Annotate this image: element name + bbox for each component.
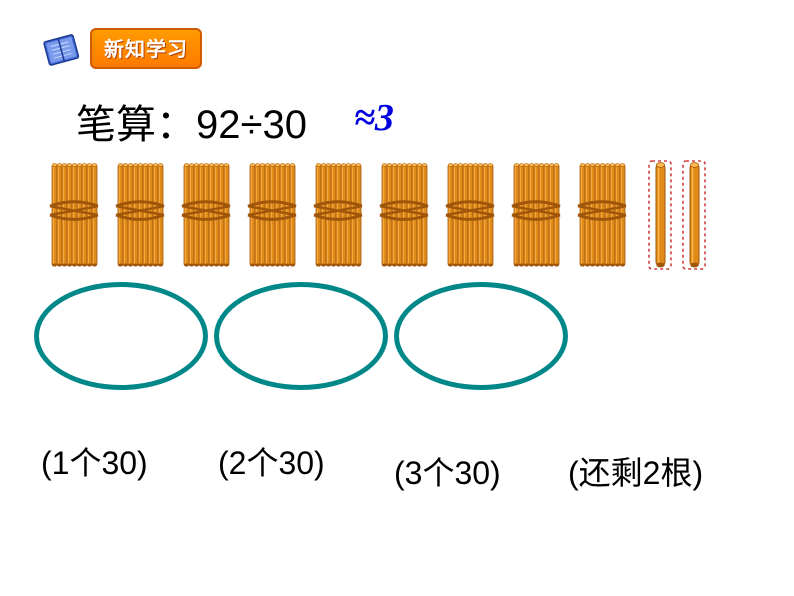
equation-expression: 92÷30 (196, 103, 307, 147)
single-stick (680, 160, 708, 275)
header: 新知学习 (40, 28, 202, 69)
stick-bundle (310, 160, 366, 275)
sticks-row (46, 160, 708, 275)
label-1-group: (1个30) (41, 438, 148, 484)
group-oval (34, 282, 208, 390)
single-stick (646, 160, 674, 275)
stick-bundle (574, 160, 630, 275)
stick-bundle (46, 160, 102, 275)
label-2-group: (2个30) (218, 438, 325, 484)
stick-bundle (112, 160, 168, 275)
header-banner: 新知学习 (90, 28, 202, 69)
group-oval (214, 282, 388, 390)
label-3-group: (3个30) (394, 448, 501, 494)
stick-bundle (244, 160, 300, 275)
stick-bundle (376, 160, 432, 275)
equation-approx: ≈3 (354, 96, 394, 140)
label-remainder: (还剩2根) (568, 448, 703, 494)
group-oval (394, 282, 568, 390)
stick-bundle (508, 160, 564, 275)
ovals-row (34, 282, 568, 390)
stick-bundle (442, 160, 498, 275)
book-icon (40, 30, 82, 68)
stick-bundle (178, 160, 234, 275)
equation-prefix: 笔算： (76, 103, 196, 147)
equation-line: 笔算：92÷30 (76, 92, 307, 150)
